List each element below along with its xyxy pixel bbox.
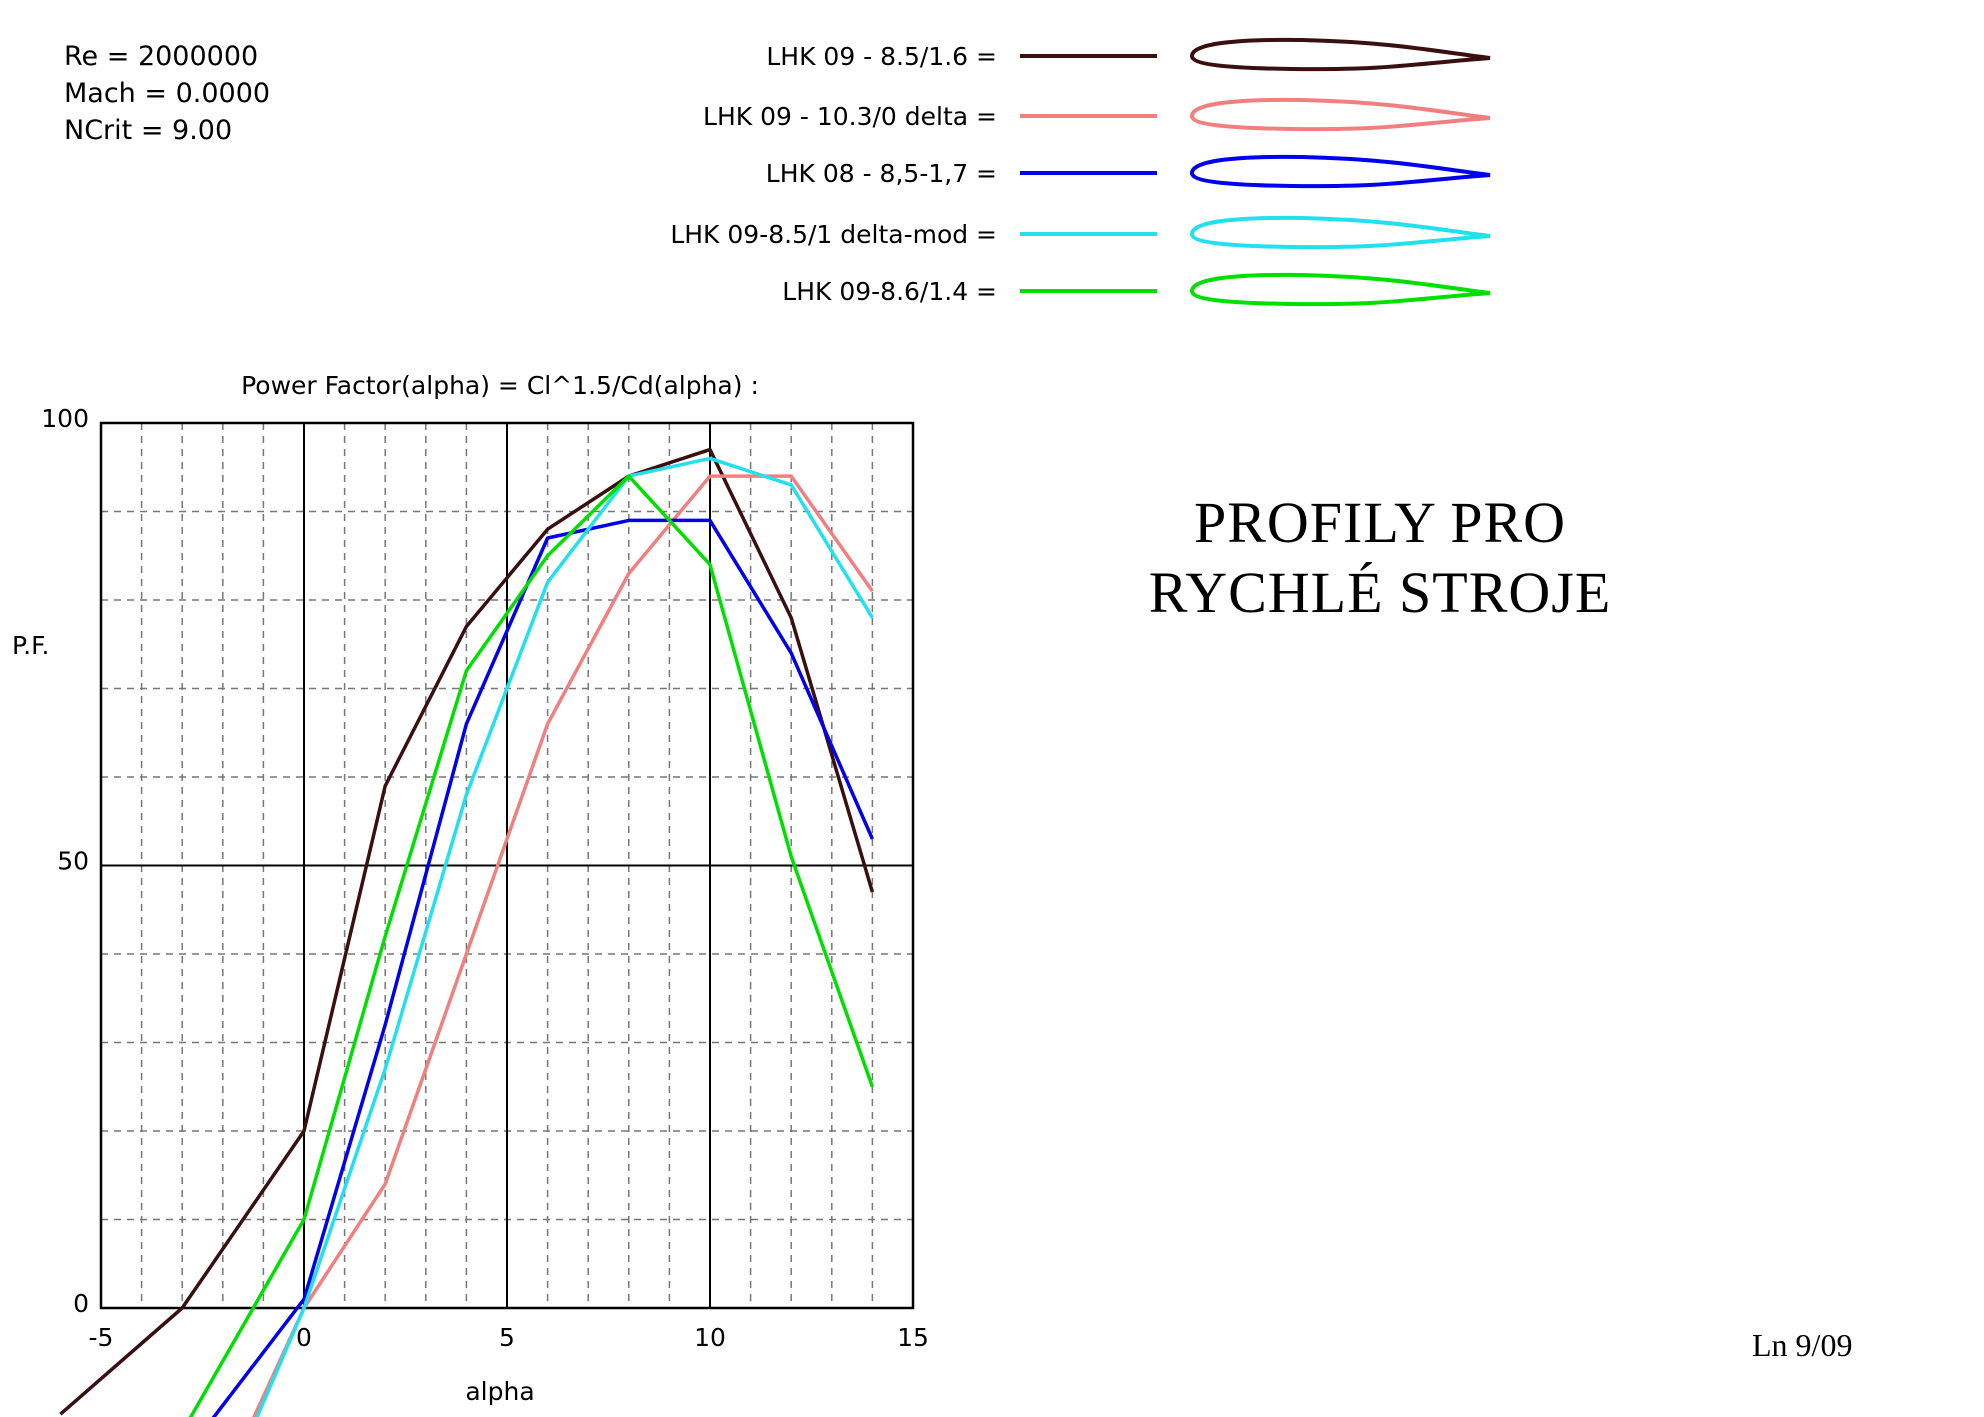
x-tick-label: 10 bbox=[694, 1323, 726, 1352]
y-tick-label: 100 bbox=[41, 404, 89, 433]
series-line-1 bbox=[59, 447, 875, 1416]
plot-frame bbox=[99, 421, 915, 1310]
airfoil-outline-5 bbox=[1189, 272, 1491, 307]
chart-grid bbox=[99, 421, 915, 1310]
headline-line-1: PROFILY PRO bbox=[1193, 490, 1567, 555]
legend-label-3: LHK 08 - 8,5-1,7 = bbox=[766, 159, 997, 188]
series-line-5 bbox=[188, 474, 875, 1417]
legend-label-1: LHK 09 - 8.5/1.6 = bbox=[766, 42, 997, 71]
chart-title: Power Factor(alpha) = Cl^1.5/Cd(alpha) : bbox=[241, 371, 759, 400]
legend-label-2: LHK 09 - 10.3/0 delta = bbox=[703, 102, 997, 131]
reynolds-number: Re = 2000000 bbox=[64, 41, 259, 72]
y-tick-label: 50 bbox=[57, 847, 89, 876]
x-tick-label: -5 bbox=[89, 1323, 114, 1352]
x-tick-label: 0 bbox=[296, 1323, 312, 1352]
series-line-3 bbox=[211, 518, 875, 1417]
airfoil-outline-4 bbox=[1189, 215, 1491, 250]
x-tick-label: 5 bbox=[499, 1323, 515, 1352]
mach-number: Mach = 0.0000 bbox=[64, 78, 271, 109]
headline-line-2: RYCHLÉ STROJE bbox=[1148, 560, 1612, 625]
y-axis-label: P.F. bbox=[12, 631, 49, 660]
headline: PROFILY PRO RYCHLÉ STROJE bbox=[1100, 488, 1660, 628]
airfoil-outline-1 bbox=[1189, 37, 1491, 72]
legend-label-5: LHK 09-8.6/1.4 = bbox=[782, 277, 997, 306]
ncrit-value: NCrit = 9.00 bbox=[64, 115, 233, 146]
x-axis-label: alpha bbox=[465, 1377, 534, 1406]
footer-note: Ln 9/09 bbox=[1752, 1327, 1853, 1363]
chart-legend: LHK 09 - 8.5/1.6 = LHK 09 - 10.3/0 delta … bbox=[670, 37, 1491, 307]
legend-label-4: LHK 09-8.5/1 delta-mod = bbox=[670, 220, 997, 249]
x-tick-label: 15 bbox=[897, 1323, 929, 1352]
series-line-4 bbox=[255, 456, 874, 1417]
series-lines bbox=[59, 447, 875, 1417]
simulation-parameters: Re = 2000000 Mach = 0.0000 NCrit = 9.00 bbox=[64, 38, 270, 149]
airfoil-outline-2 bbox=[1189, 97, 1491, 132]
y-tick-label: 0 bbox=[73, 1289, 89, 1318]
airfoil-outline-3 bbox=[1189, 154, 1491, 189]
